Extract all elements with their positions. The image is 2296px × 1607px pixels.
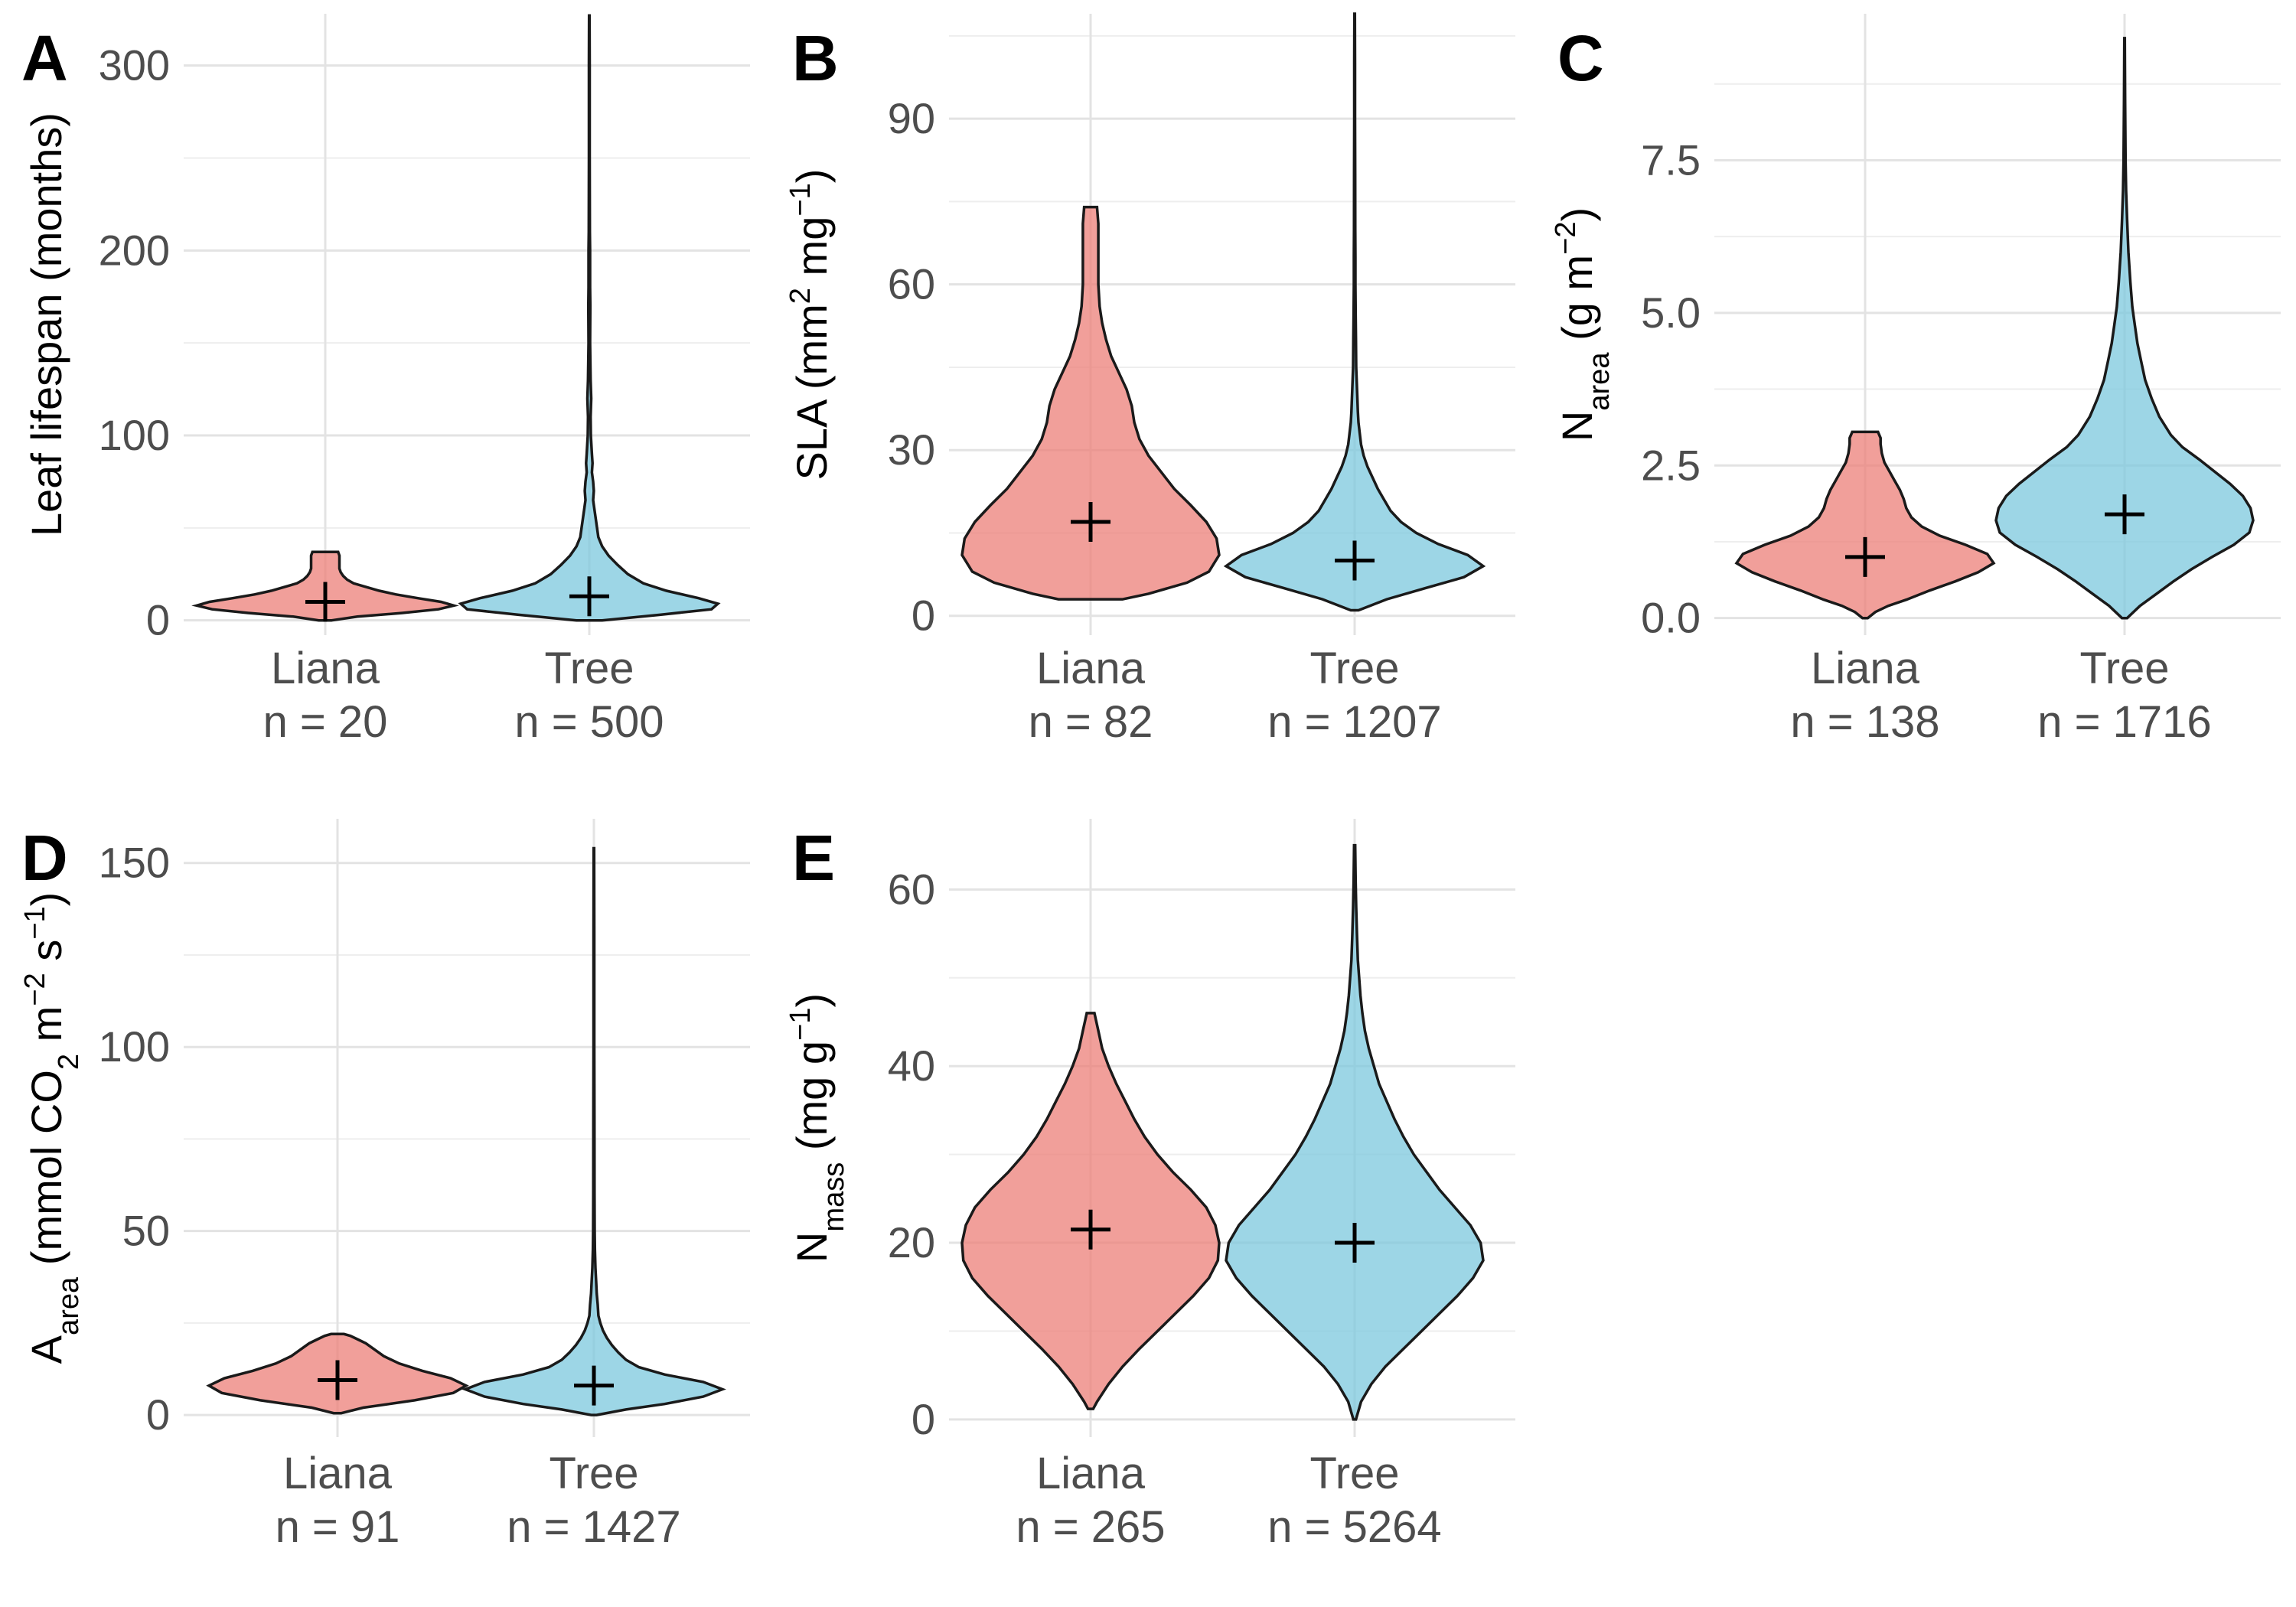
y-tick-label: 0 — [146, 1390, 170, 1439]
category-label: Liana — [271, 644, 380, 693]
mean-marker-tree — [1335, 540, 1375, 581]
sample-size-label: n = 1427 — [507, 1502, 680, 1552]
y-tick-label: 0 — [912, 592, 935, 640]
y-tick-label: 0.0 — [1641, 594, 1701, 642]
category-label: Tree — [1309, 644, 1399, 693]
category-label: Tree — [2079, 644, 2169, 693]
mean-marker-liana — [1845, 536, 1885, 577]
y-tick-label: 0 — [146, 596, 170, 644]
mean-marker-liana — [1071, 502, 1110, 543]
mean-marker-tree — [2105, 494, 2144, 535]
violin-tree — [458, 14, 721, 622]
mean-marker-liana — [1071, 1209, 1110, 1250]
y-axis-title: Narea (g m−2) — [1550, 207, 1616, 442]
y-axis-title: Aarea (mmol CO2 m−2 s−1) — [19, 892, 85, 1364]
sample-size-label: n = 138 — [1790, 697, 1939, 747]
mean-marker-liana — [305, 582, 345, 622]
sample-size-label: n = 82 — [1029, 697, 1153, 747]
sample-size-label: n = 20 — [263, 697, 388, 747]
panel-letter: A — [21, 22, 68, 94]
y-tick-label: 7.5 — [1641, 135, 1701, 184]
y-tick-label: 90 — [888, 94, 935, 142]
panel-letter: C — [1557, 22, 1604, 94]
violin-tree — [1223, 12, 1486, 612]
y-tick-label: 30 — [888, 425, 935, 474]
category-label: Liana — [1036, 1449, 1146, 1498]
category-label: Liana — [1811, 644, 1920, 693]
sample-size-label: n = 5264 — [1267, 1502, 1441, 1552]
y-tick-label: 50 — [122, 1207, 170, 1255]
y-tick-label: 40 — [888, 1041, 935, 1090]
y-tick-label: 0 — [912, 1395, 935, 1443]
sample-size-label: n = 265 — [1016, 1502, 1165, 1552]
panel-letter: D — [21, 822, 68, 894]
y-tick-label: 100 — [99, 1022, 170, 1071]
y-axis-title: Leaf lifespan (months) — [22, 112, 70, 536]
y-axis-title: Nmass (mg g−1) — [784, 993, 850, 1263]
sample-size-label: n = 1716 — [2037, 697, 2211, 747]
category-label: Liana — [1036, 644, 1146, 693]
y-tick-label: 20 — [888, 1218, 935, 1266]
mean-marker-tree — [574, 1365, 614, 1406]
mean-marker-tree — [1335, 1223, 1375, 1263]
y-tick-label: 300 — [99, 41, 170, 90]
y-tick-label: 150 — [99, 839, 170, 887]
sample-size-label: n = 91 — [276, 1502, 400, 1552]
category-label: Liana — [283, 1449, 393, 1498]
mean-marker-liana — [318, 1360, 357, 1400]
violin-tree — [461, 846, 726, 1416]
mean-marker-tree — [569, 576, 609, 617]
violin-tree — [1994, 37, 2255, 620]
sample-size-label: n = 500 — [514, 697, 664, 747]
category-label: Tree — [544, 644, 634, 693]
y-tick-label: 100 — [99, 411, 170, 459]
y-axis-title: SLA (mm2 mg−1) — [784, 169, 836, 481]
violin-liana — [1734, 430, 1996, 620]
y-tick-label: 5.0 — [1641, 288, 1701, 337]
y-tick-label: 60 — [888, 865, 935, 913]
panel-letter: B — [792, 22, 839, 94]
panel-letter: E — [792, 822, 835, 894]
y-tick-label: 60 — [888, 260, 935, 308]
violin-tree — [1225, 843, 1485, 1421]
category-label: Tree — [549, 1449, 638, 1498]
category-label: Tree — [1309, 1449, 1399, 1498]
y-tick-label: 2.5 — [1641, 441, 1701, 489]
sample-size-label: n = 1207 — [1267, 697, 1441, 747]
violin-liana — [960, 205, 1221, 601]
y-tick-label: 200 — [99, 226, 170, 274]
